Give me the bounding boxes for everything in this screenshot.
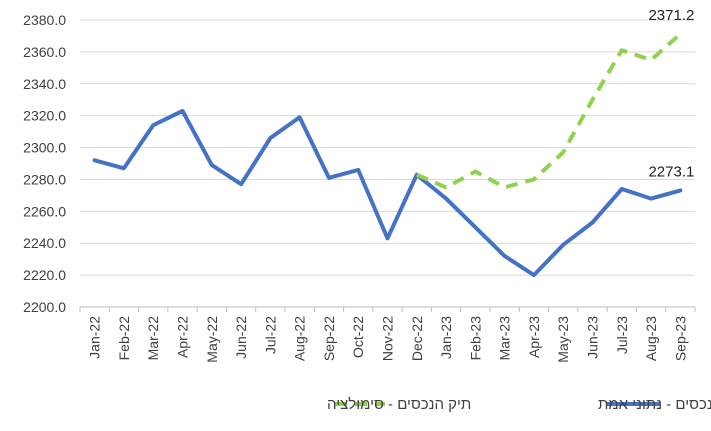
x-tick-label: Feb-23 (467, 316, 483, 361)
y-tick-label: 2220.0 (23, 267, 66, 283)
x-tick-label: Sep-23 (672, 316, 688, 361)
x-tick-label: Oct-22 (350, 316, 366, 358)
x-tick-label: Sep-22 (321, 316, 337, 361)
series-line-simulation (416, 32, 682, 190)
x-tick-label: Aug-22 (292, 316, 308, 361)
x-tick-label: Nov-22 (380, 316, 396, 361)
x-tick-label: Jan-23 (438, 316, 454, 359)
x-tick-label: Apr-22 (175, 316, 191, 358)
series-lines (92, 32, 683, 278)
legend: תיק הנכסים - נתוני אמת תיק הנכסים - סימול… (327, 396, 711, 413)
x-tick-label: May-22 (204, 316, 220, 363)
y-tick-label: 2300.0 (23, 140, 66, 156)
x-tick-label: Mar-23 (497, 316, 513, 361)
x-tick-label: Jan-22 (87, 316, 103, 359)
y-tick-label: 2360.0 (23, 44, 66, 60)
gridlines (80, 19, 695, 276)
x-tick-label: Aug-23 (643, 316, 659, 361)
data-labels: 2371.2 2273.1 (648, 7, 694, 180)
x-tick-label: Jul-22 (262, 316, 278, 354)
x-tick-label: Jun-22 (233, 316, 249, 359)
y-tick-label: 2260.0 (23, 203, 66, 219)
x-tick-label: May-23 (555, 316, 571, 363)
series-line-actual (92, 108, 683, 278)
y-tick-label: 2340.0 (23, 76, 66, 92)
x-tick-label: Feb-22 (116, 316, 132, 361)
x-tick-label: Dec-22 (409, 316, 425, 361)
x-tick-label: Apr-23 (526, 316, 542, 358)
y-tick-label: 2200.0 (23, 299, 66, 315)
legend-label: תיק הנכסים - נתוני אמת (598, 396, 711, 413)
y-tick-label: 2240.0 (23, 235, 66, 251)
x-tick-label: Mar-22 (145, 316, 161, 361)
x-tick-label: Jul-23 (614, 316, 630, 354)
legend-label: תיק הנכסים - סימולציה (327, 396, 471, 413)
y-tick-label: 2380.0 (23, 12, 66, 28)
axes: 2200.0 2220.0 2240.0 2260.0 2280.0 2300.0 2320… (23, 12, 696, 363)
x-tick-label: Jun-23 (585, 316, 601, 359)
data-label: 2371.2 (648, 7, 694, 24)
y-tick-label: 2320.0 (23, 108, 66, 124)
y-tick-label: 2280.0 (23, 171, 66, 187)
data-label: 2273.1 (648, 163, 694, 180)
